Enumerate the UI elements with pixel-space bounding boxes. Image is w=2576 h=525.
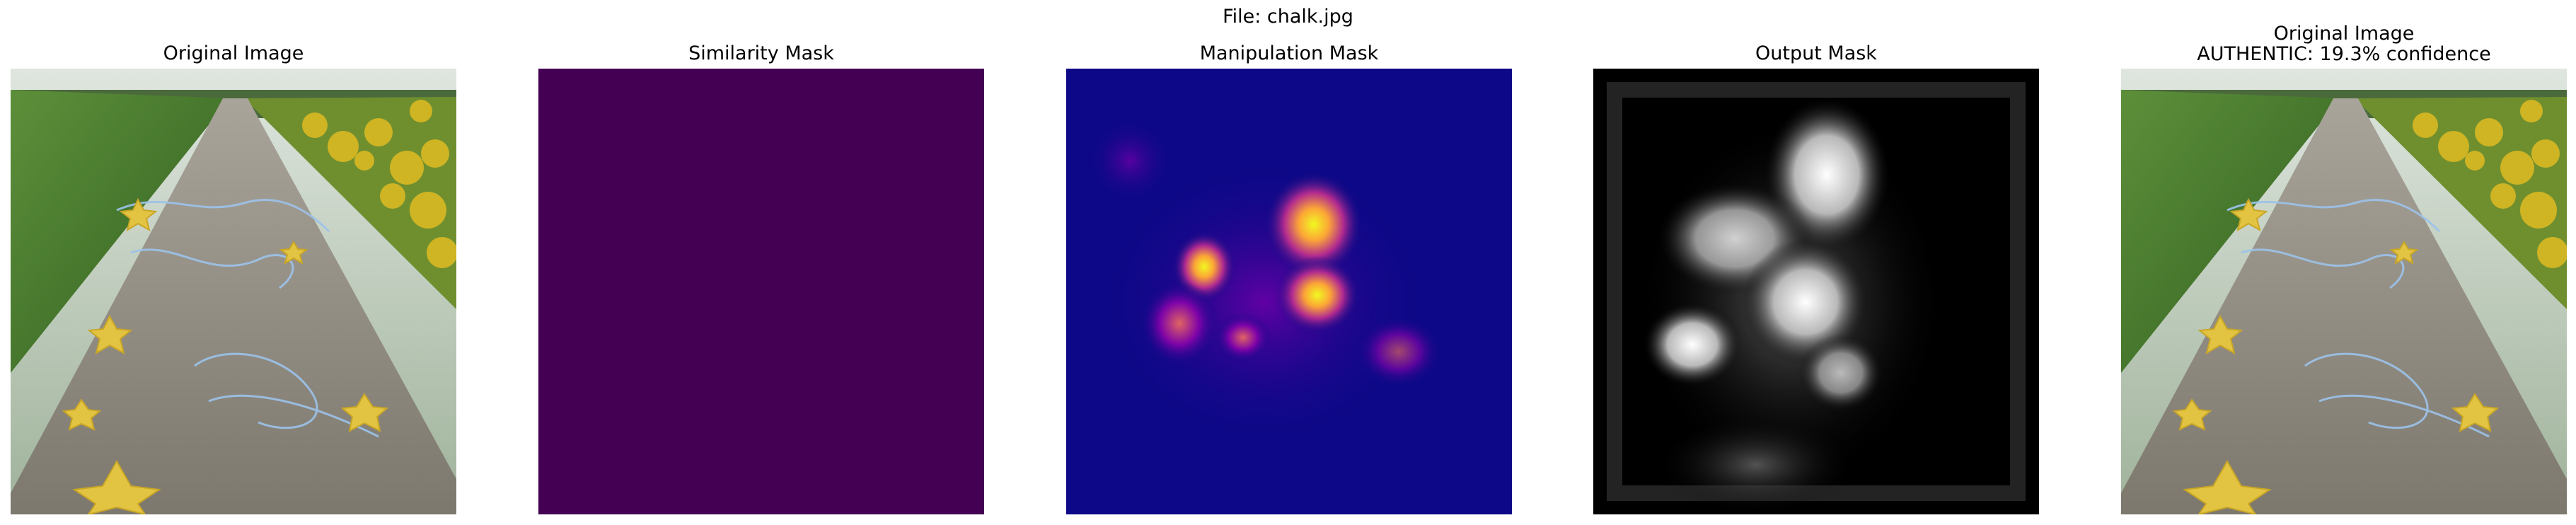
panel-title-manipulation: Manipulation Mask [1199,42,1379,64]
original-image [11,69,456,514]
output-mask [1593,69,2039,514]
panel-title-verdict-line1: Original Image [2273,23,2415,45]
panel-title-output: Output Mask [1755,42,1877,64]
panel-title-similarity: Similarity Mask [688,42,834,64]
original-image-verdict [2121,69,2567,514]
similarity-mask-fill [538,69,984,514]
panel-title-verdict-line2: AUTHENTIC: 19.3% confidence [2197,43,2491,65]
original-image-drawing [11,69,456,514]
manipulation-mask-heatmap [1066,69,1512,514]
panel-title-original: Original Image [163,42,304,64]
manipulation-mask [1066,69,1512,514]
similarity-mask [538,69,984,514]
original-image-verdict-drawing [2121,69,2567,514]
output-mask-grayscale [1593,69,2039,514]
figure-title: File: chalk.jpg [1223,6,1353,28]
